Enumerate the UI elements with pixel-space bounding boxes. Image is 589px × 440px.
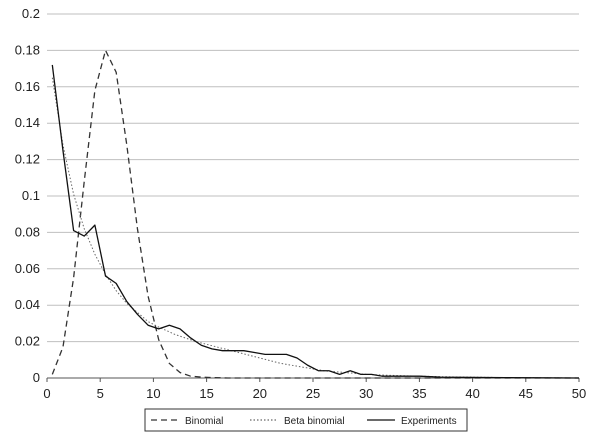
x-tick-label: 50 bbox=[572, 386, 586, 401]
y-tick-labels: 0 0.02 0.04 0.06 0.08 0.1 0.12 0.14 0.16 0.18 0.2 bbox=[15, 6, 40, 385]
x-tick-label: 25 bbox=[306, 386, 320, 401]
x-tick-label: 0 bbox=[43, 386, 50, 401]
series-lines bbox=[51, 49, 580, 379]
y-tick-label: 0.02 bbox=[15, 334, 40, 349]
y-tick-label: 0.18 bbox=[15, 42, 40, 57]
x-tick-label: 45 bbox=[519, 386, 533, 401]
series-line-binomial bbox=[51, 49, 579, 379]
y-tick-label: 0.12 bbox=[15, 152, 40, 167]
x-tick-label: 15 bbox=[199, 386, 213, 401]
series-line-beta-binomial bbox=[51, 77, 580, 379]
x-tick-label: 40 bbox=[465, 386, 479, 401]
x-tick-label: 35 bbox=[412, 386, 426, 401]
y-tick-label: 0.16 bbox=[15, 79, 40, 94]
legend-label: Beta binomial bbox=[284, 416, 345, 427]
y-tick-label: 0.2 bbox=[22, 6, 40, 21]
legend-box bbox=[144, 408, 468, 432]
y-tick-label: 0.04 bbox=[15, 297, 40, 312]
x-tick-label: 30 bbox=[359, 386, 373, 401]
series-line-experiments bbox=[51, 64, 580, 379]
legend: Binomial Beta binomial Experiments bbox=[144, 408, 468, 432]
y-tick-label: 0.1 bbox=[22, 188, 40, 203]
y-tick-label: 0.14 bbox=[15, 115, 40, 130]
y-tick-label: 0.08 bbox=[15, 224, 40, 239]
y-tick-label: 0 bbox=[33, 370, 40, 385]
x-tick-label: 10 bbox=[146, 386, 160, 401]
x-tick-labels: 0 5 10 15 20 25 30 35 40 45 50 bbox=[43, 386, 586, 401]
gridlines bbox=[46, 13, 580, 382]
legend-label: Binomial bbox=[185, 416, 223, 427]
x-tick-label: 20 bbox=[253, 386, 267, 401]
x-tick-label: 5 bbox=[97, 386, 104, 401]
y-tick-label: 0.06 bbox=[15, 261, 40, 276]
legend-label: Experiments bbox=[401, 416, 457, 427]
